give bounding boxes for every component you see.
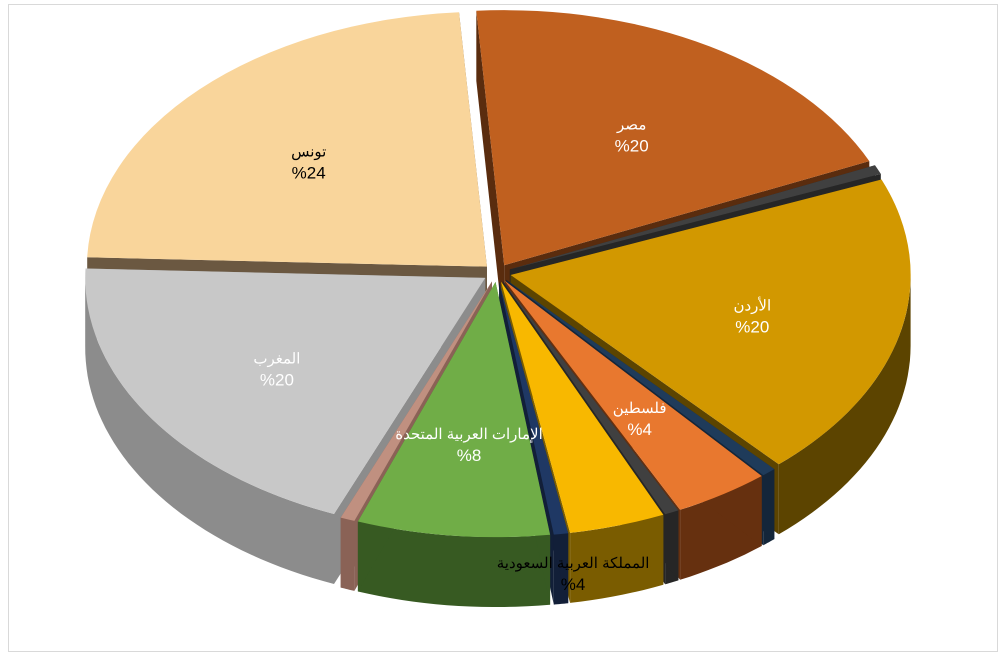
slice-value-4: %4 [627, 420, 652, 439]
pie-top-layer [85, 10, 911, 538]
pie-slice-10 [85, 268, 486, 514]
pie-slice-8 [357, 282, 551, 538]
pie-slice-1 [509, 165, 881, 270]
slice-value-2: %20 [735, 318, 769, 337]
pie-slice-0 [476, 10, 870, 266]
slice-value-10: %20 [260, 371, 294, 390]
slice-label-11: تونس [291, 144, 326, 161]
pie-slice-4 [504, 280, 762, 510]
slice-side-10 [85, 276, 334, 584]
pie-slice-9 [340, 281, 492, 521]
pie-slice-6 [501, 281, 664, 533]
pie-slice-3 [506, 279, 775, 476]
pie-slice-2 [510, 179, 911, 465]
slice-value-6: %4 [561, 575, 586, 594]
slice-side-2 [778, 275, 911, 535]
pie-slice-11 [87, 12, 487, 267]
slice-cut-0-0 [476, 10, 505, 336]
pie-slice-7 [499, 281, 569, 535]
chart-area: مصر %20 الأردن %20 فلسطين %4 المملكة العربية ا… [8, 4, 998, 652]
pie-labels-layer: مصر %20 الأردن %20 فلسطين %4 المملكة العربية ا… [253, 117, 771, 594]
slice-value-11: %24 [292, 164, 326, 183]
slice-label-8: الإمارات العربية المتحدة [395, 426, 543, 443]
slice-side-8 [357, 521, 551, 607]
slice-label-2: الأردن [733, 297, 771, 315]
pie-chart: مصر %20 الأردن %20 فلسطين %4 المملكة العربية ا… [85, 10, 911, 607]
slice-label-10: المغرب [253, 351, 300, 368]
pie-slice-5 [502, 281, 679, 515]
slice-value-8: %8 [457, 446, 482, 465]
slice-label-0: مصر [616, 117, 646, 134]
slice-label-4: فلسطين [613, 400, 667, 417]
slice-value-0: %20 [615, 137, 649, 156]
slice-label-6: المملكة العربية السعودية [497, 555, 650, 572]
